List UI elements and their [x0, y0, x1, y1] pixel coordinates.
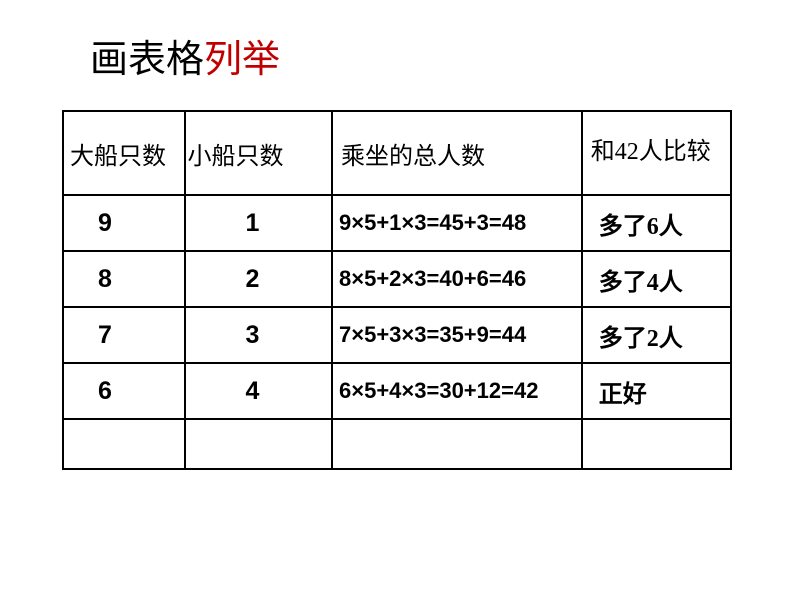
cell-big-boats: 9: [63, 195, 185, 251]
empty-cell: [185, 419, 333, 469]
enumeration-table-container: 大船只数 小船只数 乘坐的总人数 和42人比较 9 1 9×5+1×3=45+3…: [62, 110, 732, 470]
cell-compare: 多了2人: [582, 307, 731, 363]
cell-total: 8×5+2×3=40+6=46: [332, 251, 582, 307]
cell-big-boats: 7: [63, 307, 185, 363]
page-title: 画表格列举: [90, 28, 280, 83]
header-cell-total-people: 乘坐的总人数: [332, 111, 582, 195]
cell-small-boats: 2: [185, 251, 333, 307]
cell-total: 7×5+3×3=35+9=44: [332, 307, 582, 363]
cell-small-boats: 4: [185, 363, 333, 419]
cell-small-boats: 1: [185, 195, 333, 251]
header-cell-small-boats: 小船只数: [185, 111, 333, 195]
cell-total: 9×5+1×3=45+3=48: [332, 195, 582, 251]
cell-big-boats: 6: [63, 363, 185, 419]
cell-compare: 多了6人: [582, 195, 731, 251]
title-part2: 列举: [204, 39, 280, 81]
empty-cell: [63, 419, 185, 469]
table-row: 6 4 6×5+4×3=30+12=42 正好: [63, 363, 731, 419]
cell-compare: 正好: [582, 363, 731, 419]
table-row: 7 3 7×5+3×3=35+9=44 多了2人: [63, 307, 731, 363]
cell-compare: 多了4人: [582, 251, 731, 307]
enumeration-table: 大船只数 小船只数 乘坐的总人数 和42人比较 9 1 9×5+1×3=45+3…: [62, 110, 732, 470]
table-row: 9 1 9×5+1×3=45+3=48 多了6人: [63, 195, 731, 251]
header-cell-compare: 和42人比较: [582, 111, 731, 195]
cell-total: 6×5+4×3=30+12=42: [332, 363, 582, 419]
title-part1: 画表格: [90, 39, 204, 81]
header-cell-big-boats: 大船只数: [63, 111, 185, 195]
empty-cell: [582, 419, 731, 469]
empty-cell: [332, 419, 582, 469]
table-row: 8 2 8×5+2×3=40+6=46 多了4人: [63, 251, 731, 307]
table-header-row: 大船只数 小船只数 乘坐的总人数 和42人比较: [63, 111, 731, 195]
cell-small-boats: 3: [185, 307, 333, 363]
table-empty-row: [63, 419, 731, 469]
cell-big-boats: 8: [63, 251, 185, 307]
